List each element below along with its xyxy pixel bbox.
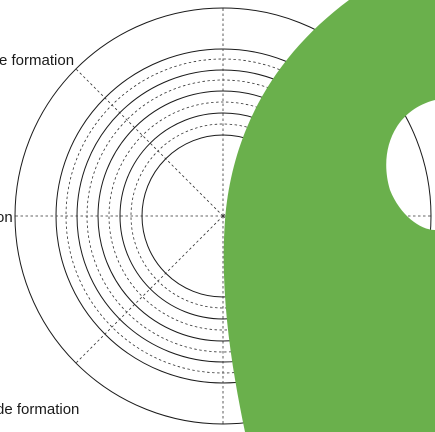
axis-label-bottom: de formation [0,401,79,418]
axis-label-middle: on [0,209,13,226]
axis-labels: e formation on de formation [0,52,79,418]
axis-label-top: e formation [0,52,74,69]
spoke-6 [75,68,224,217]
outer-ring [14,7,432,425]
spoke-4 [75,215,224,364]
green-overlay-shape [223,0,435,432]
